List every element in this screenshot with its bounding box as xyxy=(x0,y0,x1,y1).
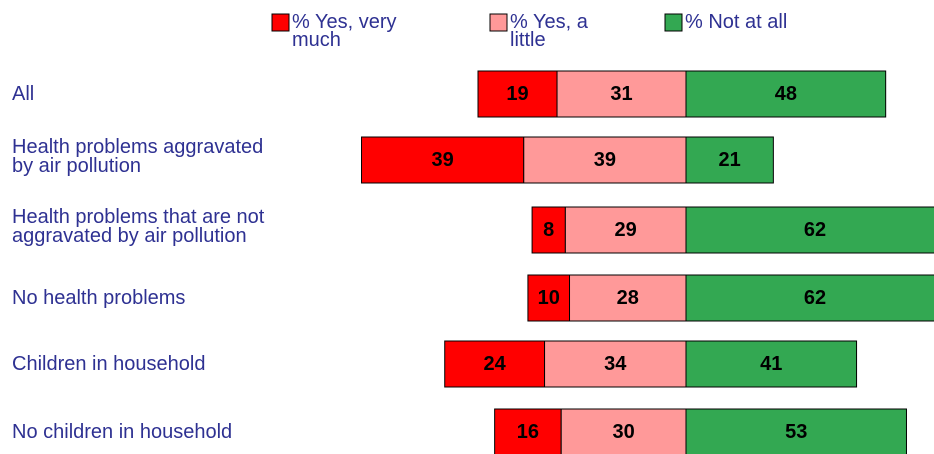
value-label: 28 xyxy=(617,287,639,309)
value-label: 10 xyxy=(538,287,560,309)
category-label: No children in household xyxy=(12,420,233,443)
bar-segment xyxy=(531,206,566,254)
value-label: 16 xyxy=(517,421,539,443)
category-label: No health problems xyxy=(12,286,186,309)
value-label: 48 xyxy=(775,83,797,105)
bar-segment xyxy=(544,340,687,388)
value-label: 41 xyxy=(760,353,782,375)
value-label: 34 xyxy=(604,353,627,375)
value-label: 62 xyxy=(804,219,826,241)
value-label: 21 xyxy=(719,149,741,171)
value-label: 31 xyxy=(610,83,632,105)
value-label: 29 xyxy=(615,219,637,241)
bar-segment xyxy=(685,206,934,254)
bar-segment xyxy=(444,340,546,388)
bar-segment xyxy=(685,274,934,322)
value-label: 39 xyxy=(432,149,454,171)
category-label: All xyxy=(12,82,35,105)
legend-label: % Not at all xyxy=(685,11,788,33)
category-label: Health problems that are not aggravated … xyxy=(12,206,265,247)
bar-segment xyxy=(685,70,887,118)
value-label: 39 xyxy=(594,149,616,171)
bar-segment xyxy=(685,408,907,454)
legend-swatch xyxy=(271,13,290,32)
category-label: Children in household xyxy=(12,352,206,375)
value-label: 53 xyxy=(785,421,807,443)
bar-segment xyxy=(556,70,687,118)
bar-segment xyxy=(685,340,858,388)
legend-swatch xyxy=(664,13,683,32)
value-label: 24 xyxy=(484,353,507,375)
value-label: 19 xyxy=(506,83,528,105)
legend-swatch xyxy=(489,13,508,32)
value-label: 8 xyxy=(543,219,554,241)
value-label: 62 xyxy=(804,287,826,309)
category-label: Health problems aggravated by air pollut… xyxy=(12,136,264,177)
value-label: 30 xyxy=(612,421,634,443)
bar-segment xyxy=(569,274,687,322)
bar-segment xyxy=(560,408,687,454)
legend-label: % Yes, a little xyxy=(510,11,588,51)
bar-segment xyxy=(564,206,687,254)
legend-label: % Yes, very much xyxy=(292,11,397,51)
bar-segment xyxy=(685,136,774,184)
